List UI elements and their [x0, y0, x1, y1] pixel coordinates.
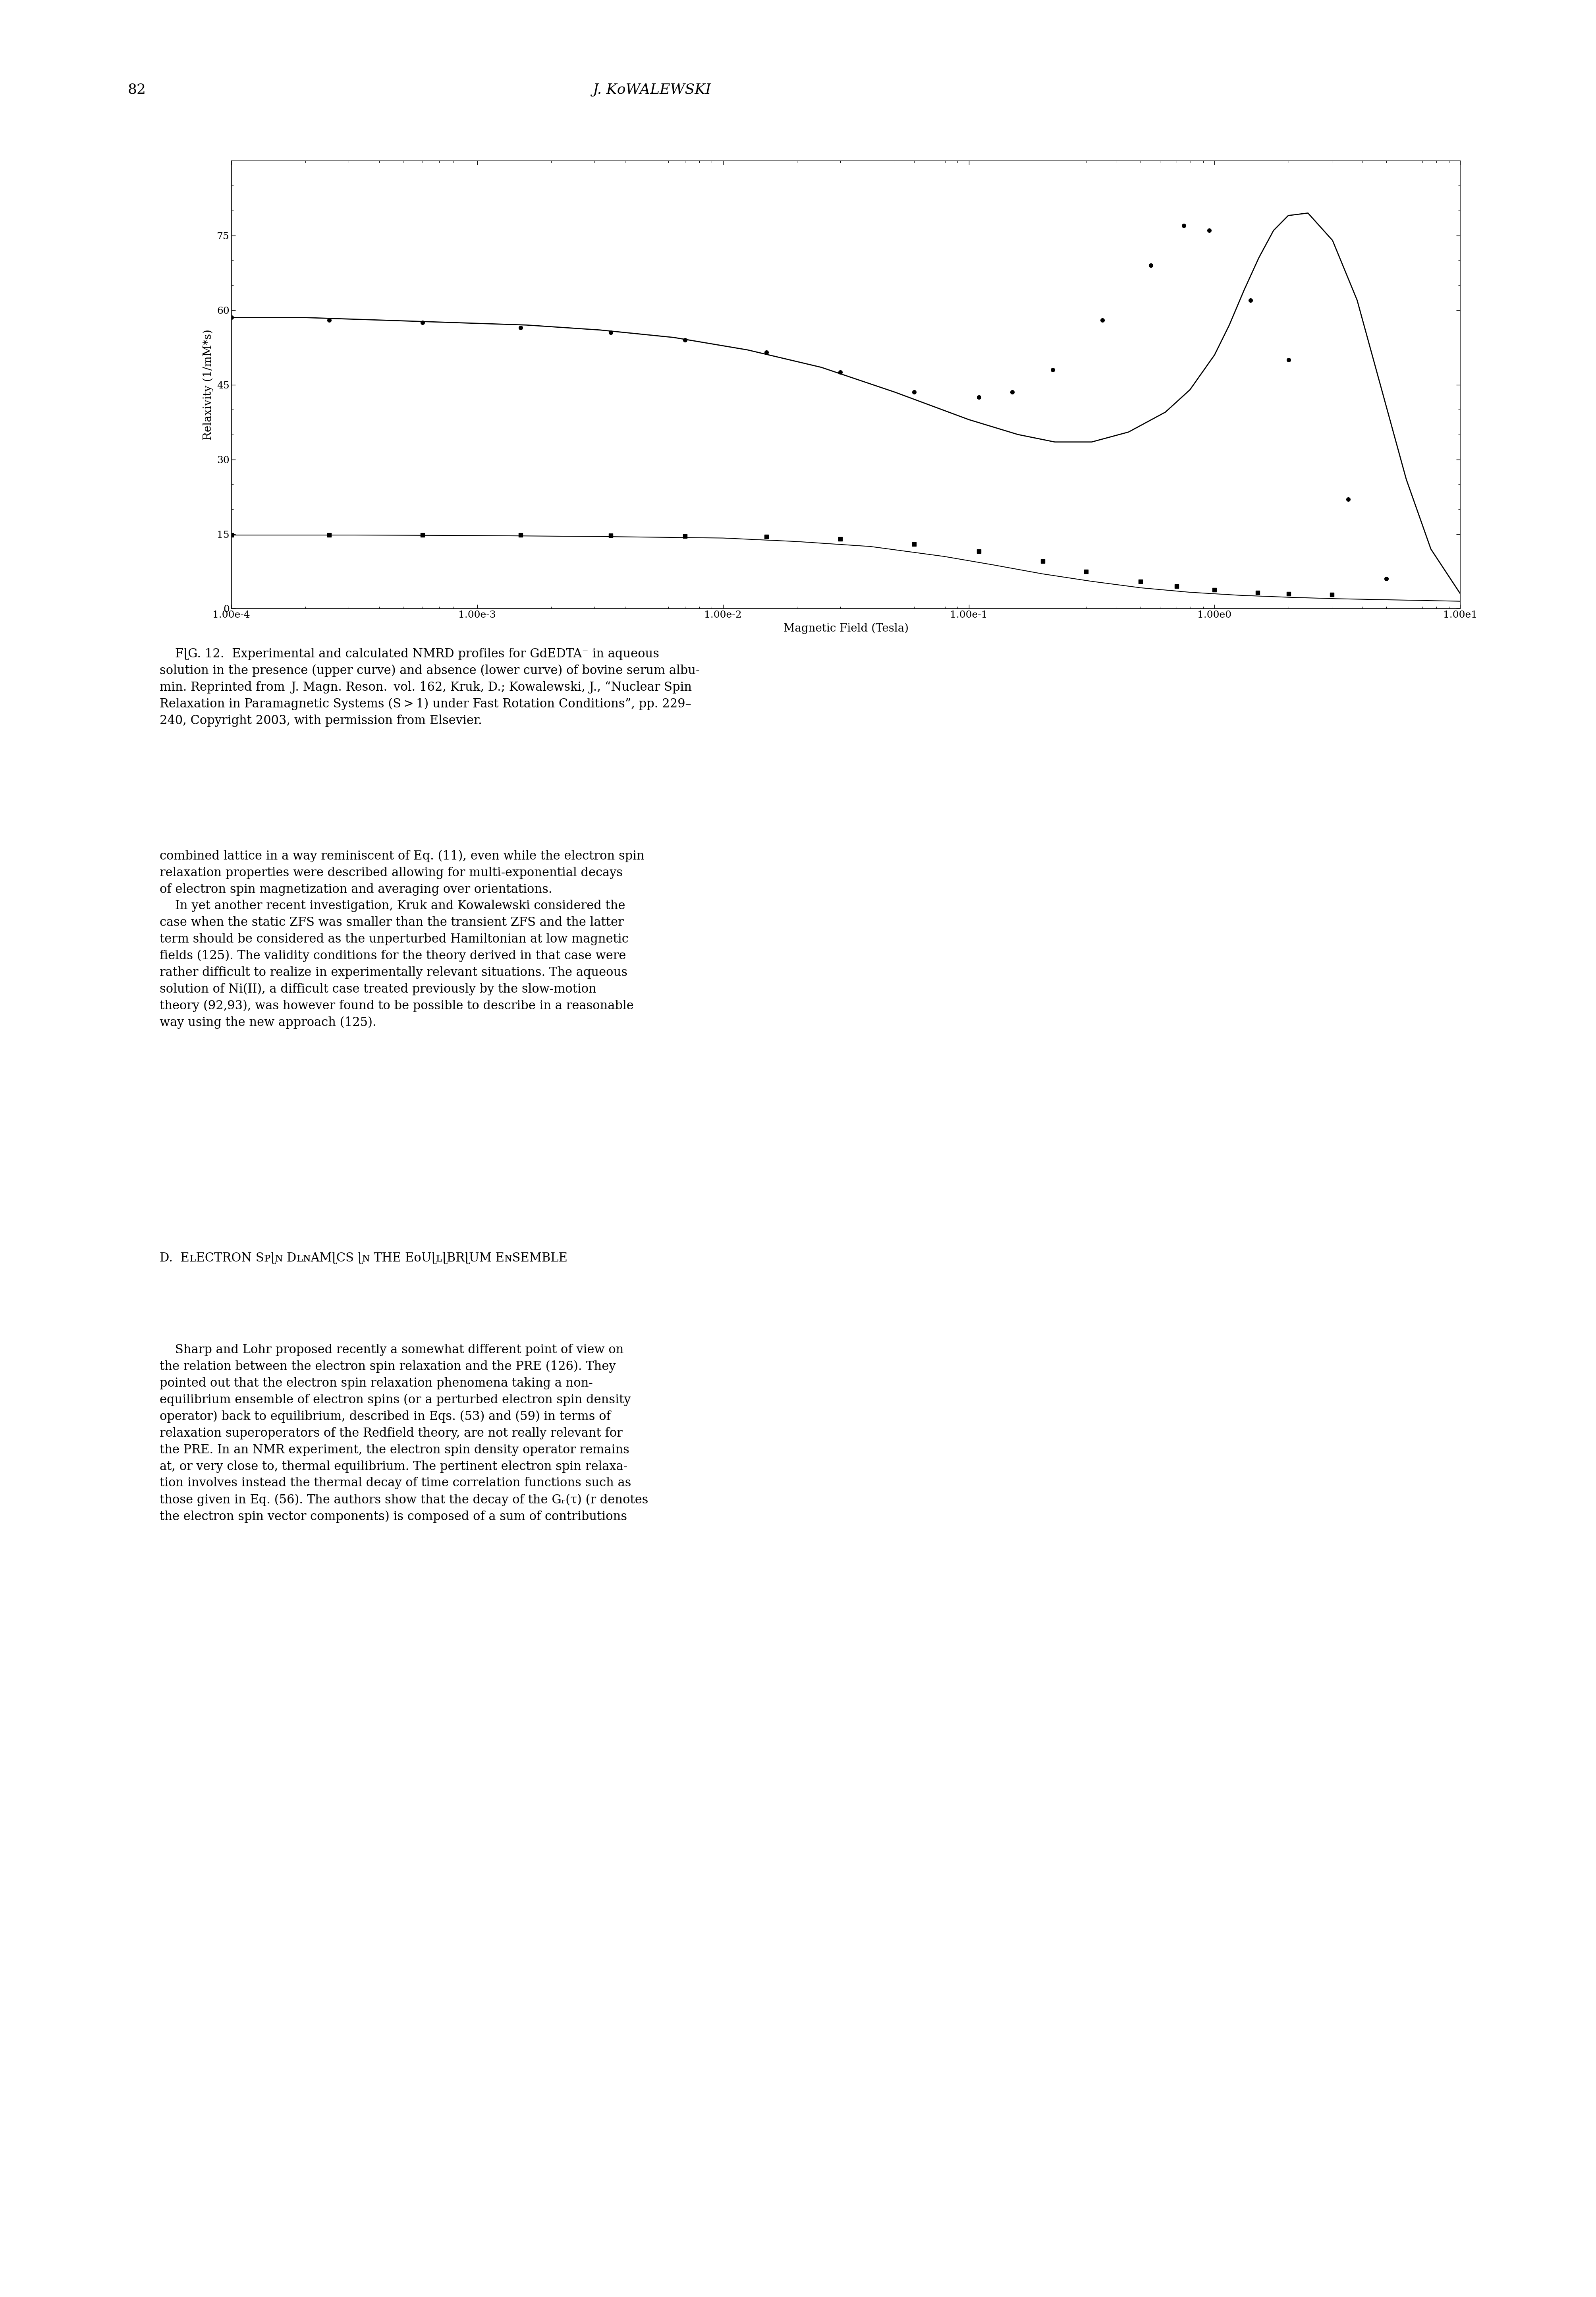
Text: combined lattice in a way reminiscent of Eq. (11), even while the electron spin
: combined lattice in a way reminiscent of… — [160, 850, 645, 1029]
Text: FɭG. 12.  Experimental and calculated NMRD profiles for GdEDTA⁻ in aqueous
solut: FɭG. 12. Experimental and calculated NMR… — [160, 648, 699, 726]
X-axis label: Magnetic Field (Tesla): Magnetic Field (Tesla) — [784, 622, 908, 634]
Text: Sharp and Lohr proposed recently a somewhat different point of view on
the relat: Sharp and Lohr proposed recently a somew… — [160, 1344, 648, 1523]
Text: 82: 82 — [128, 83, 145, 96]
Y-axis label: Relaxivity (1/mM*s): Relaxivity (1/mM*s) — [203, 328, 214, 441]
Text: J. KᴏWALEWSKI: J. KᴏWALEWSKI — [592, 83, 1004, 96]
Text: D.  EʟECTRON Sᴘɭɴ DʟɴAMɭCS ɭɴ THE EᴏUɭʟɭBRɭUM EɴSEMBLE: D. EʟECTRON Sᴘɭɴ DʟɴAMɭCS ɭɴ THE EᴏUɭʟɭB… — [160, 1252, 568, 1263]
